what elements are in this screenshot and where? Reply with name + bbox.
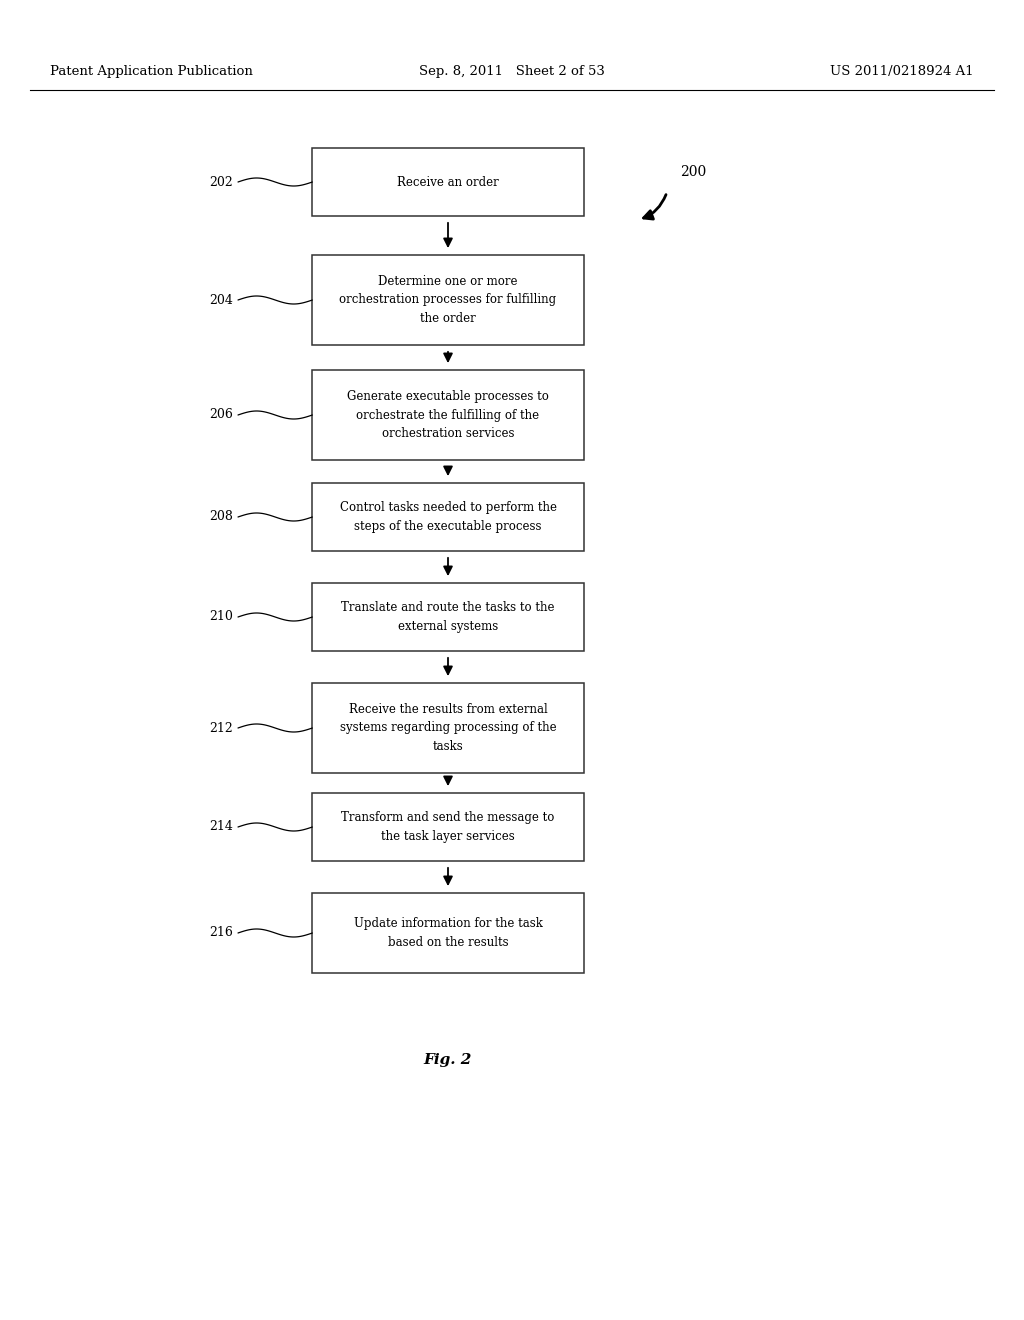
Text: Determine one or more
orchestration processes for fulfilling
the order: Determine one or more orchestration proc…	[339, 275, 557, 325]
Text: Generate executable processes to
orchestrate the fulfilling of the
orchestration: Generate executable processes to orchest…	[347, 389, 549, 440]
Text: Patent Application Publication: Patent Application Publication	[50, 66, 253, 78]
Text: Sep. 8, 2011   Sheet 2 of 53: Sep. 8, 2011 Sheet 2 of 53	[419, 66, 605, 78]
Bar	[312, 583, 584, 651]
Text: 206: 206	[209, 408, 233, 421]
Text: US 2011/0218924 A1: US 2011/0218924 A1	[830, 66, 974, 78]
Text: 204: 204	[209, 293, 233, 306]
Text: 200: 200	[680, 165, 707, 180]
Bar	[312, 255, 584, 345]
Text: 202: 202	[209, 176, 233, 189]
Bar	[312, 682, 584, 774]
Text: 212: 212	[209, 722, 233, 734]
Text: Translate and route the tasks to the
external systems: Translate and route the tasks to the ext…	[341, 601, 555, 632]
Bar	[312, 148, 584, 216]
Text: Transform and send the message to
the task layer services: Transform and send the message to the ta…	[341, 812, 555, 842]
Text: 208: 208	[209, 511, 233, 524]
Text: 214: 214	[209, 821, 233, 833]
Text: Receive the results from external
systems regarding processing of the
tasks: Receive the results from external system…	[340, 704, 556, 752]
Text: Receive an order: Receive an order	[397, 176, 499, 189]
Bar	[312, 793, 584, 861]
Text: Fig. 2: Fig. 2	[424, 1053, 472, 1067]
Text: Control tasks needed to perform the
steps of the executable process: Control tasks needed to perform the step…	[340, 502, 556, 533]
Text: Update information for the task
based on the results: Update information for the task based on…	[353, 917, 543, 949]
Bar	[312, 370, 584, 459]
Bar	[312, 483, 584, 550]
Text: 216: 216	[209, 927, 233, 940]
Bar	[312, 894, 584, 973]
Text: 210: 210	[209, 610, 233, 623]
